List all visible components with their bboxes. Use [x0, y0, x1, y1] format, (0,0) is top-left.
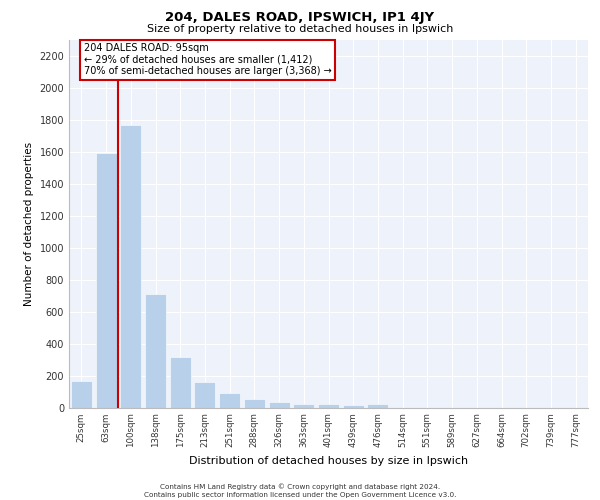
Bar: [95, 154, 116, 408]
Text: 204, DALES ROAD, IPSWICH, IP1 4JY: 204, DALES ROAD, IPSWICH, IP1 4JY: [166, 11, 434, 24]
Bar: [219, 394, 240, 407]
Bar: [343, 404, 364, 407]
Bar: [145, 294, 166, 408]
Bar: [120, 124, 141, 408]
Text: Contains HM Land Registry data © Crown copyright and database right 2024.
Contai: Contains HM Land Registry data © Crown c…: [144, 484, 456, 498]
Bar: [71, 382, 92, 407]
Bar: [170, 357, 191, 408]
Y-axis label: Number of detached properties: Number of detached properties: [24, 142, 34, 306]
Bar: [293, 404, 314, 407]
Text: Size of property relative to detached houses in Ipswich: Size of property relative to detached ho…: [147, 24, 453, 34]
Bar: [194, 382, 215, 407]
Bar: [269, 402, 290, 407]
Bar: [244, 398, 265, 407]
Bar: [318, 404, 339, 407]
Bar: [367, 404, 388, 407]
Text: 204 DALES ROAD: 95sqm
← 29% of detached houses are smaller (1,412)
70% of semi-d: 204 DALES ROAD: 95sqm ← 29% of detached …: [84, 43, 332, 76]
X-axis label: Distribution of detached houses by size in Ipswich: Distribution of detached houses by size …: [189, 456, 468, 466]
